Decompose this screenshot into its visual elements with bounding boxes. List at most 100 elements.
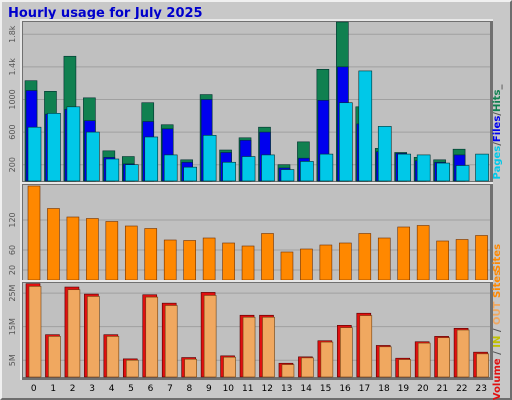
pages-bar-4 bbox=[105, 158, 120, 182]
y-tick-label: 60 bbox=[8, 245, 17, 255]
y-tick-label: 1.4k bbox=[8, 58, 17, 76]
x-tick-label: 2 bbox=[70, 384, 76, 394]
pages-bar-14 bbox=[300, 161, 314, 182]
in-bar-7 bbox=[164, 305, 178, 378]
sites-bar-1 bbox=[47, 208, 60, 281]
legend-part: OUT bbox=[492, 301, 503, 325]
legend-part: Sites bbox=[492, 270, 503, 298]
in-bar-6 bbox=[145, 296, 159, 378]
pages-bar-0 bbox=[27, 126, 42, 182]
in-bar-2 bbox=[67, 289, 81, 378]
legend-part: IN bbox=[492, 336, 503, 348]
in-bar-16 bbox=[340, 327, 353, 378]
in-bar-20 bbox=[417, 342, 431, 378]
in-bar-22 bbox=[456, 329, 470, 378]
volume-panel: 5M 15M 25M bbox=[8, 280, 493, 380]
x-tick-label: 23 bbox=[476, 384, 487, 394]
legend-part: / bbox=[492, 142, 503, 146]
sites-bar-16 bbox=[339, 242, 352, 281]
sites-bar-18 bbox=[377, 237, 391, 281]
x-tick-label: 4 bbox=[109, 384, 115, 394]
legend-text: Pages/Files/Hits_ bbox=[492, 85, 503, 180]
panel-background bbox=[23, 283, 490, 377]
sites-bar-13 bbox=[280, 251, 294, 281]
sites-bar-6 bbox=[144, 228, 158, 281]
in-bar-3 bbox=[87, 296, 100, 378]
sites-bar-4 bbox=[105, 221, 119, 281]
sites-bar-19 bbox=[397, 226, 411, 281]
pages-bar-2 bbox=[66, 106, 81, 182]
in-bar-1 bbox=[48, 336, 61, 378]
sites-bar-22 bbox=[455, 239, 469, 281]
pages-bar-20 bbox=[416, 154, 431, 182]
pages-bar-10 bbox=[222, 161, 236, 182]
in-bar-12 bbox=[262, 316, 275, 378]
x-tick-label: 3 bbox=[89, 384, 95, 394]
pages-bar-17 bbox=[358, 70, 373, 182]
legend-sites-label: Sites bbox=[492, 244, 503, 272]
in-bar-9 bbox=[203, 295, 217, 378]
sites-bar-0 bbox=[27, 185, 41, 281]
legend-part: / bbox=[492, 112, 503, 116]
legend-part: / bbox=[492, 348, 503, 359]
sites-bar-17 bbox=[358, 233, 372, 281]
x-tick-label: 1 bbox=[50, 384, 56, 394]
legend-part: Volume bbox=[492, 358, 503, 400]
pages-bar-13 bbox=[280, 169, 295, 182]
x-tick-label: 18 bbox=[378, 384, 390, 394]
x-tick-label: 19 bbox=[398, 384, 410, 394]
legend-requests: Pages/Files/Hits_ bbox=[492, 85, 503, 180]
sites-bar-21 bbox=[436, 240, 449, 281]
x-tick-label: 7 bbox=[167, 384, 173, 394]
pages-bar-11 bbox=[241, 156, 256, 182]
y-tick-label: 20 bbox=[8, 265, 17, 275]
x-tick-label: 10 bbox=[223, 384, 235, 394]
sites-bar-2 bbox=[66, 216, 80, 281]
pages-bar-1 bbox=[47, 113, 61, 182]
in-bar-0 bbox=[28, 286, 42, 378]
legend-part: Files bbox=[492, 116, 503, 142]
in-bar-5 bbox=[125, 359, 139, 378]
x-tick-label: 12 bbox=[262, 384, 273, 394]
x-tick-label: 9 bbox=[206, 384, 212, 394]
y-tick-label: 5M bbox=[8, 354, 17, 366]
in-bar-4 bbox=[106, 336, 120, 378]
legend-part: _ bbox=[492, 85, 503, 90]
x-tick-label: 8 bbox=[187, 384, 193, 394]
y-tick-label: 1000 bbox=[8, 89, 17, 109]
x-tick-label: 22 bbox=[456, 384, 467, 394]
pages-bar-18 bbox=[377, 126, 392, 182]
in-bar-10 bbox=[223, 356, 236, 378]
sites-bar-23 bbox=[475, 235, 488, 281]
y-tick-label: 120 bbox=[8, 212, 17, 227]
sites-bar-7 bbox=[163, 239, 177, 281]
in-bar-15 bbox=[320, 341, 334, 378]
pages-bar-9 bbox=[202, 135, 217, 182]
x-tick-label: 21 bbox=[437, 384, 448, 394]
x-tick-label: 11 bbox=[242, 384, 253, 394]
in-bar-21 bbox=[437, 337, 450, 378]
in-bar-19 bbox=[398, 359, 412, 378]
y-tick-label: 200 bbox=[8, 157, 17, 172]
sites-bar-15 bbox=[319, 244, 333, 281]
sites-bar-11 bbox=[241, 245, 255, 281]
panel-background bbox=[23, 22, 490, 181]
pages-bar-23 bbox=[475, 153, 489, 182]
x-tick-label: 20 bbox=[417, 384, 429, 394]
legend-text: Volume / IN / OUT Sites bbox=[492, 270, 503, 400]
sites-bar-14 bbox=[300, 248, 313, 281]
sites-bar-3 bbox=[86, 218, 99, 281]
y-tick-label: 1.8k bbox=[8, 25, 17, 43]
in-bar-14 bbox=[301, 357, 314, 378]
sites-bar-9 bbox=[202, 237, 216, 281]
x-tick-label: 0 bbox=[31, 384, 37, 394]
pages-bar-8 bbox=[183, 166, 197, 182]
in-bar-18 bbox=[378, 346, 392, 378]
x-tick-label: 6 bbox=[148, 384, 154, 394]
x-tick-label: 17 bbox=[359, 384, 370, 394]
pages-bar-22 bbox=[455, 165, 470, 182]
pages-bar-12 bbox=[261, 154, 275, 182]
x-tick-label: 16 bbox=[339, 384, 351, 394]
x-tick-label: 14 bbox=[300, 384, 312, 394]
